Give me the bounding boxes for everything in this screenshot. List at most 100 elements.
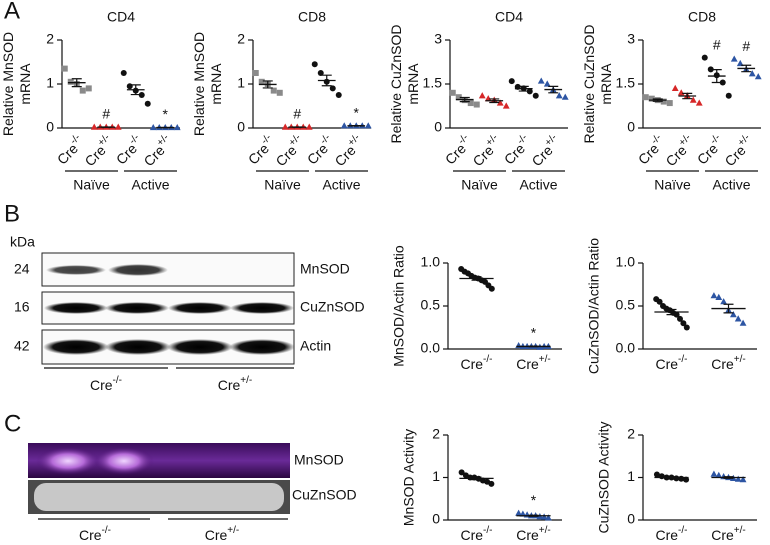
data-point (532, 92, 539, 99)
data-point (666, 100, 673, 107)
error-bar (548, 85, 559, 94)
annotation: * (354, 104, 360, 120)
group-label: Naïve (264, 177, 301, 193)
data-point (311, 61, 318, 68)
band (167, 339, 233, 355)
data-point (281, 123, 289, 130)
annotation: # (102, 106, 110, 122)
band (43, 339, 109, 355)
group-label: Naïve (461, 177, 498, 193)
data-point (455, 94, 462, 101)
label-part: Cre (460, 527, 483, 543)
panel-letter: A (4, 0, 20, 24)
y-tick-label: 2 (46, 31, 54, 47)
y-axis-label: MnSOD Activity (401, 429, 417, 526)
error-bar (666, 308, 677, 316)
label-part: +/- (227, 525, 239, 536)
data-point (488, 480, 495, 487)
data-point (719, 79, 726, 86)
label-part: Cre (516, 527, 539, 543)
error-bar (471, 476, 482, 481)
error-bar (528, 345, 539, 348)
x-tick-label: Cre+/- (720, 132, 757, 169)
data-point (701, 54, 708, 61)
data-point (449, 89, 456, 96)
data-point (544, 514, 552, 521)
y-axis-label: Relative MnSOD (0, 32, 16, 136)
data-point (458, 469, 465, 476)
y-axis-label: CuZnSOD/Actin Ratio (586, 238, 602, 374)
data-point (660, 98, 667, 105)
data-point (488, 285, 495, 292)
label-part: +/- (734, 354, 746, 365)
label-part: Cre (460, 356, 483, 372)
panel-letter: C (4, 410, 21, 437)
data-point (364, 122, 372, 129)
x-tick-label: Cre+/- (80, 132, 117, 169)
y-tick-label: 0 (627, 511, 635, 527)
x-tick-label: Cre-/- (111, 132, 146, 167)
data-point (120, 70, 127, 76)
data-point (79, 87, 86, 94)
band (168, 302, 232, 314)
y-tick-label: 1.5 (616, 75, 636, 91)
label-part: -/- (483, 525, 492, 536)
data-point (340, 122, 348, 129)
x-tick-label: Cre-/- (302, 132, 337, 167)
data-point (707, 66, 714, 73)
annotation: # (293, 106, 301, 122)
chart-title: CD4 (495, 9, 523, 25)
y-tick-label: 0 (627, 119, 635, 135)
x-tick-label: Cre-/- (692, 132, 727, 167)
data-point (126, 83, 133, 90)
error-bar (666, 476, 677, 479)
error-bar (518, 85, 529, 92)
data-point (739, 476, 747, 483)
gel-label: MnSOD (294, 452, 344, 468)
group-label: Active (519, 177, 557, 193)
y-tick-label: 2 (432, 426, 440, 442)
chart-title: CD8 (298, 9, 326, 25)
group-label: Naïve (654, 177, 691, 193)
data-point (725, 92, 732, 99)
x-tick-label: Cre+/- (330, 132, 367, 169)
label-part: Cre (711, 527, 734, 543)
error-bar (723, 476, 734, 479)
label-part: -/- (113, 375, 122, 386)
blot-size: 42 (14, 338, 30, 354)
data-point (736, 59, 744, 67)
label-part: +/- (240, 375, 252, 386)
y-tick-label: 1 (237, 75, 245, 91)
data-point (748, 70, 756, 77)
data-point (276, 89, 283, 96)
band (46, 265, 106, 275)
error-bar (741, 64, 752, 73)
y-axis-label: mRNA (208, 63, 224, 105)
y-tick-label: 0.0 (421, 340, 441, 356)
y-axis-label: MnSOD/Actin Ratio (391, 245, 407, 367)
x-tick-label: Cre+/- (139, 132, 176, 169)
error-bar (528, 514, 539, 517)
y-axis-label: CuZnSOD Activity (596, 421, 612, 533)
label-part: +/- (734, 525, 746, 536)
zymogram (28, 443, 290, 520)
band (230, 302, 294, 314)
band (105, 302, 169, 314)
y-tick-label: 0.0 (616, 340, 636, 356)
y-axis-label: mRNA (405, 63, 421, 105)
data-point (695, 99, 703, 106)
data-point (734, 315, 742, 322)
error-bar (711, 69, 722, 84)
x-tick-label: Cre-/- (499, 132, 534, 167)
data-point (305, 123, 313, 130)
data-point (720, 298, 728, 305)
activity-spot (94, 447, 154, 475)
x-tick-label: Cre+/- (271, 132, 308, 169)
label-part: Cre (90, 377, 113, 393)
y-tick-label: 2 (237, 31, 245, 47)
data-point (673, 311, 680, 318)
band (105, 339, 171, 355)
data-point (270, 87, 277, 94)
y-axis-label: mRNA (17, 63, 33, 105)
